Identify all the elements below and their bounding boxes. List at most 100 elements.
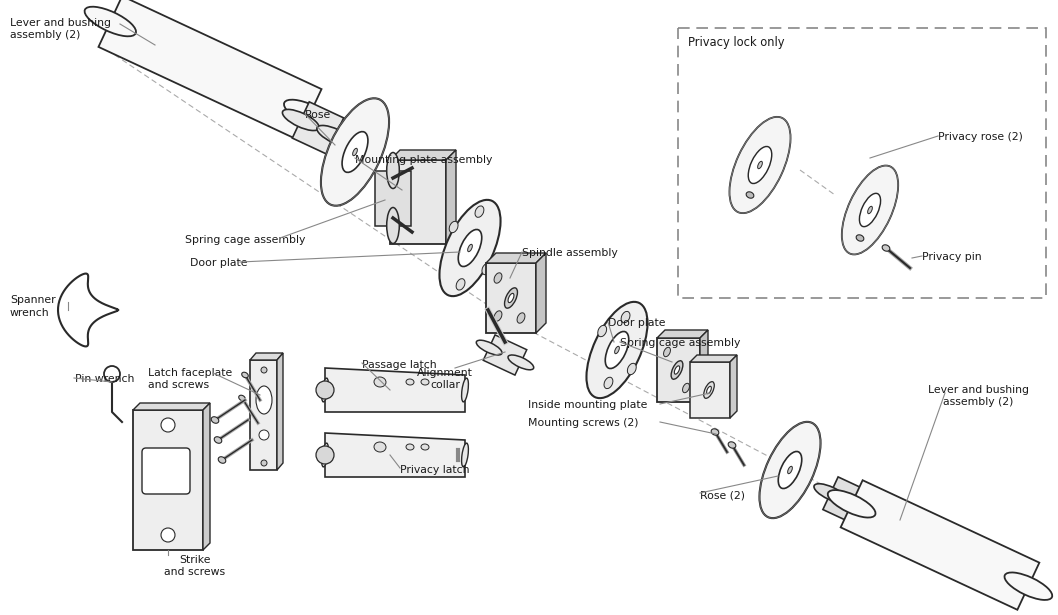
Ellipse shape xyxy=(814,484,847,502)
Polygon shape xyxy=(730,355,737,418)
Ellipse shape xyxy=(85,7,136,36)
Text: and screws: and screws xyxy=(164,567,225,577)
Ellipse shape xyxy=(605,331,628,368)
Polygon shape xyxy=(133,403,209,410)
Polygon shape xyxy=(657,330,708,338)
Text: Mounting plate assembly: Mounting plate assembly xyxy=(355,155,492,165)
Ellipse shape xyxy=(321,98,389,205)
Ellipse shape xyxy=(439,200,500,296)
Ellipse shape xyxy=(663,347,671,357)
Polygon shape xyxy=(690,355,737,362)
Text: Spindle assembly: Spindle assembly xyxy=(522,248,618,258)
Ellipse shape xyxy=(406,379,414,385)
Text: Mounting screws (2): Mounting screws (2) xyxy=(528,418,638,428)
Ellipse shape xyxy=(322,443,328,467)
Text: Rose: Rose xyxy=(305,110,331,120)
Polygon shape xyxy=(133,410,203,550)
Ellipse shape xyxy=(214,437,222,443)
Text: Alignment: Alignment xyxy=(417,368,473,378)
Text: Spring cage assembly: Spring cage assembly xyxy=(185,235,306,245)
Ellipse shape xyxy=(261,367,267,373)
Ellipse shape xyxy=(241,372,249,378)
Ellipse shape xyxy=(882,245,890,251)
Ellipse shape xyxy=(856,235,863,241)
Ellipse shape xyxy=(256,386,272,414)
Ellipse shape xyxy=(482,263,491,275)
Ellipse shape xyxy=(282,109,320,130)
Ellipse shape xyxy=(212,417,219,423)
Ellipse shape xyxy=(704,382,714,399)
Text: Door plate: Door plate xyxy=(190,258,248,268)
Ellipse shape xyxy=(461,443,469,467)
Ellipse shape xyxy=(461,378,469,402)
Text: Rose (2): Rose (2) xyxy=(700,490,745,500)
Ellipse shape xyxy=(261,460,267,466)
Text: Door plate: Door plate xyxy=(608,318,665,328)
Ellipse shape xyxy=(604,377,613,389)
Ellipse shape xyxy=(475,206,484,217)
Ellipse shape xyxy=(458,229,481,266)
Ellipse shape xyxy=(476,340,501,355)
Ellipse shape xyxy=(728,442,736,448)
Polygon shape xyxy=(486,263,536,333)
Polygon shape xyxy=(203,403,209,550)
Ellipse shape xyxy=(508,355,533,370)
Text: Privacy rose (2): Privacy rose (2) xyxy=(938,132,1023,142)
Ellipse shape xyxy=(421,379,428,385)
Ellipse shape xyxy=(779,451,802,488)
Circle shape xyxy=(161,418,175,432)
Ellipse shape xyxy=(259,430,269,440)
Polygon shape xyxy=(390,160,446,244)
Text: and screws: and screws xyxy=(148,380,209,390)
Ellipse shape xyxy=(421,444,428,450)
Ellipse shape xyxy=(674,366,679,374)
Ellipse shape xyxy=(711,429,718,435)
Polygon shape xyxy=(486,253,546,263)
Polygon shape xyxy=(325,368,466,412)
Text: Spring cage assembly: Spring cage assembly xyxy=(620,338,741,348)
Polygon shape xyxy=(657,338,700,402)
Ellipse shape xyxy=(843,498,876,516)
Ellipse shape xyxy=(456,279,464,290)
Text: assembly (2): assembly (2) xyxy=(10,30,80,40)
Ellipse shape xyxy=(508,293,514,303)
Polygon shape xyxy=(250,353,282,360)
Ellipse shape xyxy=(671,361,682,379)
Ellipse shape xyxy=(748,146,771,183)
Ellipse shape xyxy=(316,381,334,399)
Ellipse shape xyxy=(352,148,358,156)
Text: Privacy lock only: Privacy lock only xyxy=(688,36,784,49)
Ellipse shape xyxy=(494,311,501,321)
Ellipse shape xyxy=(760,422,821,518)
Text: Pin wrench: Pin wrench xyxy=(75,374,134,384)
Ellipse shape xyxy=(842,165,898,255)
Ellipse shape xyxy=(406,444,414,450)
Text: Passage latch: Passage latch xyxy=(362,360,437,370)
Ellipse shape xyxy=(316,125,353,146)
Ellipse shape xyxy=(239,395,245,401)
Ellipse shape xyxy=(627,363,636,375)
Text: Privacy latch: Privacy latch xyxy=(400,465,470,475)
Polygon shape xyxy=(536,253,546,333)
Ellipse shape xyxy=(707,386,711,394)
Ellipse shape xyxy=(387,207,399,244)
Ellipse shape xyxy=(375,442,386,452)
Ellipse shape xyxy=(322,378,328,402)
Ellipse shape xyxy=(342,132,368,172)
Polygon shape xyxy=(700,330,708,402)
Text: Latch faceplate: Latch faceplate xyxy=(148,368,233,378)
Ellipse shape xyxy=(586,302,647,398)
Polygon shape xyxy=(446,150,456,244)
Text: Lever and bushing: Lever and bushing xyxy=(928,385,1028,395)
Ellipse shape xyxy=(468,244,472,252)
Circle shape xyxy=(161,528,175,542)
Text: collar: collar xyxy=(430,380,460,390)
Text: Privacy pin: Privacy pin xyxy=(922,252,982,262)
Text: Strike: Strike xyxy=(179,555,211,565)
Polygon shape xyxy=(484,335,527,375)
Ellipse shape xyxy=(615,346,619,354)
Ellipse shape xyxy=(859,193,880,227)
Ellipse shape xyxy=(729,117,790,213)
Polygon shape xyxy=(823,477,868,523)
Polygon shape xyxy=(325,433,466,477)
